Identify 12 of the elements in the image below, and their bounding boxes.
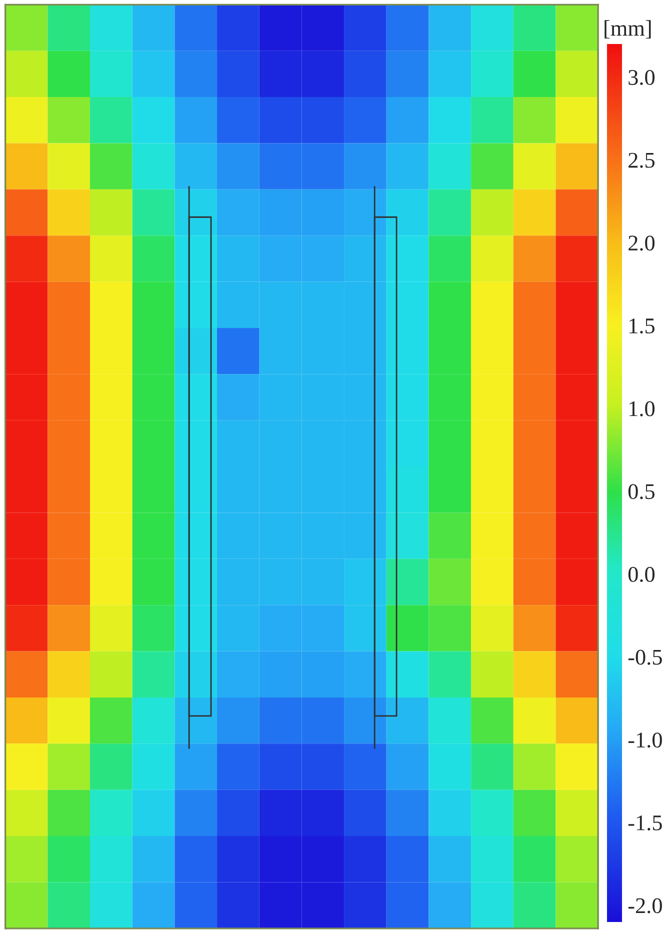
color-bar-label: 2.5 bbox=[628, 152, 655, 168]
color-bar-label: 3.0 bbox=[628, 70, 655, 86]
color-bar-title: [mm] bbox=[604, 20, 651, 39]
color-bar-label: 0.0 bbox=[628, 566, 655, 582]
color-bar-label: 1.0 bbox=[630, 401, 655, 416]
color-bar-label: -2.0 bbox=[628, 898, 662, 914]
color-bar-label: 1.5 bbox=[630, 318, 655, 334]
color-bar-label: -1.5 bbox=[628, 816, 662, 830]
color-bar-label: -0.5 bbox=[628, 650, 662, 665]
color-bar-label: -1.0 bbox=[628, 732, 662, 748]
color-bar-label: 2.0 bbox=[628, 236, 655, 251]
color-bar-label: 0.5 bbox=[628, 484, 655, 500]
